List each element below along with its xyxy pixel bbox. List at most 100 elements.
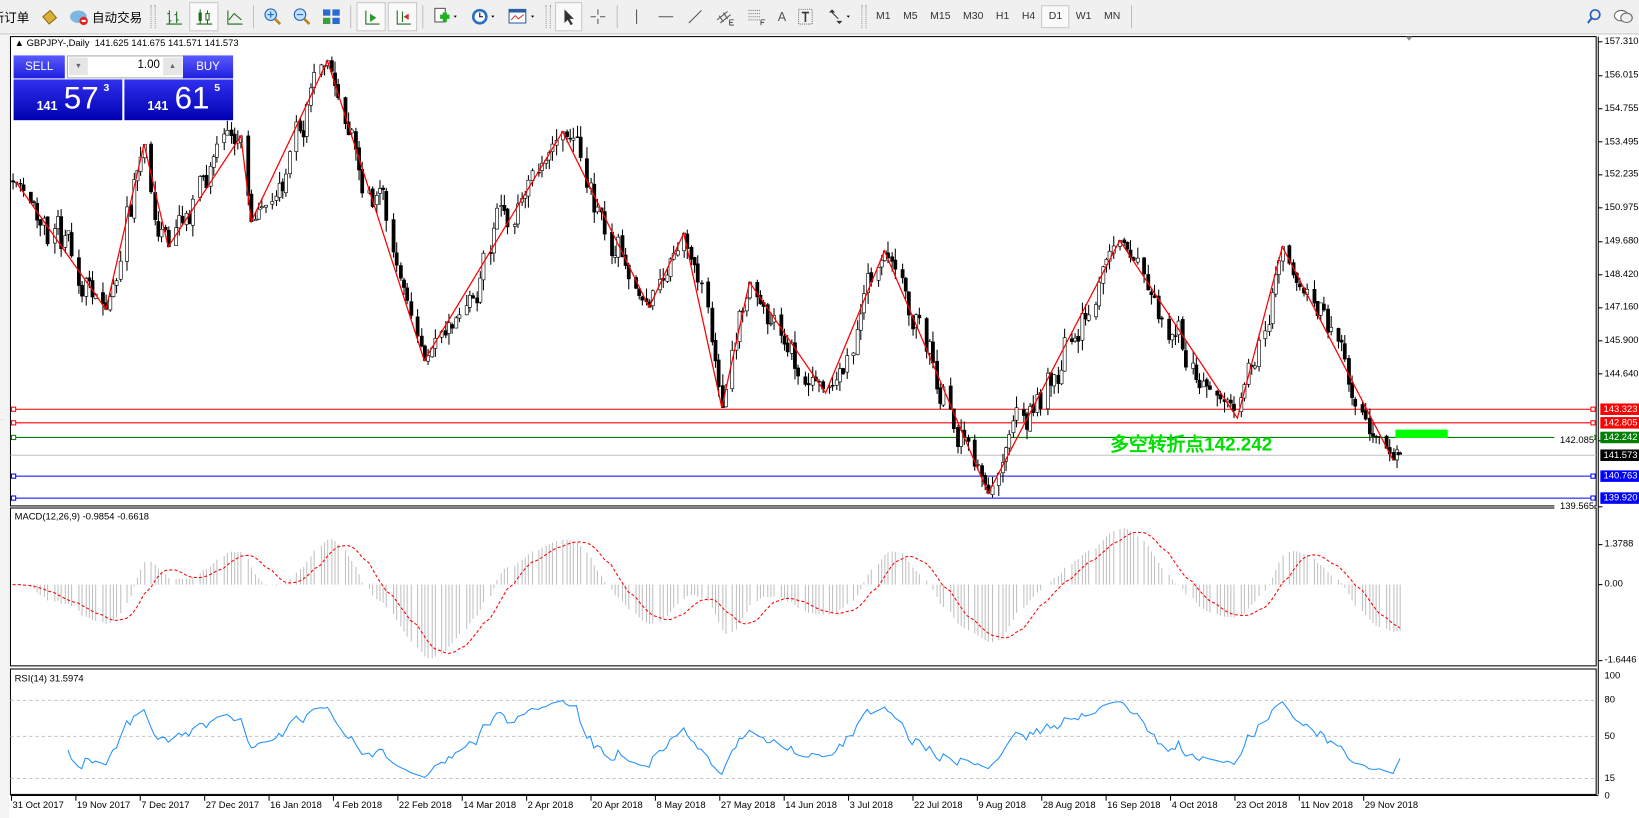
- bar-chart-button[interactable]: [160, 3, 187, 30]
- metaeditor-button[interactable]: [36, 3, 63, 30]
- candlestick-button[interactable]: [189, 2, 219, 32]
- text-button[interactable]: A: [774, 3, 791, 30]
- lot-decrease-button[interactable]: ▼: [68, 57, 88, 76]
- pivot-annotation[interactable]: 多空转折点142.242: [1110, 433, 1273, 455]
- arrows-button[interactable]: [822, 3, 858, 30]
- candle-body: [903, 277, 908, 292]
- price-tick-label: 144.640: [1604, 367, 1639, 379]
- timeframe-w1[interactable]: W1: [1075, 10, 1092, 22]
- buy-price-button[interactable]: 141 61 5: [124, 79, 234, 121]
- candle-body: [298, 120, 303, 132]
- sell-button[interactable]: SELL: [13, 55, 65, 79]
- candle-body: [114, 280, 119, 286]
- candle-body: [1004, 447, 1008, 462]
- toolbar-grip[interactable]: [861, 5, 867, 29]
- line-chart-button[interactable]: [221, 3, 248, 30]
- timeframe-d1[interactable]: D1: [1041, 5, 1070, 29]
- level-price-label: 139.920: [1600, 491, 1639, 504]
- chart-shift-button[interactable]: [387, 2, 418, 32]
- fibonacci-button[interactable]: [742, 3, 771, 30]
- timeframe-m1[interactable]: M1: [876, 10, 891, 22]
- timeframe-m15[interactable]: M15: [930, 10, 951, 22]
- candle-body: [1021, 409, 1026, 416]
- candle-body: [301, 130, 306, 138]
- crosshair-button[interactable]: [584, 3, 611, 30]
- toolbar-grip[interactable]: [545, 5, 551, 29]
- price-tick-label: 149.680: [1604, 235, 1639, 246]
- timeframe-m30[interactable]: M30: [963, 10, 984, 22]
- timeframe-h1[interactable]: H1: [995, 10, 1010, 22]
- zoom-in-button[interactable]: [259, 3, 286, 30]
- candle-body: [1281, 246, 1285, 262]
- macd-tick-label: -1.6446: [1604, 654, 1637, 665]
- trendline-button[interactable]: [682, 3, 709, 30]
- templates-button[interactable]: [504, 3, 542, 30]
- level-handle: [10, 420, 17, 426]
- auto-scroll-button[interactable]: [356, 2, 386, 32]
- lot-size-input[interactable]: 1.00: [137, 58, 160, 72]
- candle-body: [1263, 330, 1268, 339]
- candle-body: [118, 260, 123, 280]
- level-handle: [10, 406, 17, 412]
- lot-increase-button[interactable]: ▲: [163, 57, 182, 76]
- level-handle: [10, 473, 17, 479]
- sell-price-button[interactable]: 141 57 3: [13, 79, 123, 121]
- time-tick-label: 16 Jan 2018: [270, 799, 322, 811]
- time-tick-label: 7 Dec 2017: [141, 799, 190, 811]
- toolbar-grip[interactable]: [150, 5, 156, 29]
- timeframe-h4[interactable]: H4: [1021, 10, 1036, 22]
- cursor-button[interactable]: [555, 2, 583, 32]
- zoom-out-button[interactable]: [289, 3, 316, 30]
- candle-body: [956, 427, 960, 447]
- time-tick-label: 16 Sep 2018: [1107, 799, 1161, 811]
- price-tick-label: 156.015: [1604, 69, 1639, 80]
- tile-windows-button[interactable]: [318, 3, 345, 30]
- vertical-line-button[interactable]: [623, 3, 650, 30]
- candle-body: [879, 259, 884, 268]
- candle-body: [1135, 257, 1140, 263]
- timeframe-m5[interactable]: M5: [903, 10, 918, 22]
- candle-body: [1218, 394, 1223, 400]
- candle-body: [675, 250, 680, 256]
- search-button[interactable]: [1582, 3, 1607, 30]
- equidistant-channel-button[interactable]: [711, 3, 740, 30]
- candle-body: [613, 255, 618, 258]
- candle-body: [475, 297, 480, 304]
- periods-button[interactable]: [466, 3, 502, 30]
- candle-body: [1080, 313, 1085, 341]
- candle-body: [1208, 385, 1212, 390]
- candle-body: [426, 355, 430, 362]
- candle-body: [198, 176, 203, 198]
- candle-body: [1149, 291, 1154, 296]
- triangle-icon: ▲: [14, 37, 24, 49]
- rsi-tick-label: 80: [1604, 694, 1616, 705]
- sell-price-fraction: 3: [103, 82, 110, 95]
- price-tick-label: 139.565: [1554, 500, 1595, 513]
- candle-body: [665, 274, 670, 282]
- candle-body: [1350, 382, 1354, 398]
- indicators-button[interactable]: [429, 3, 465, 30]
- candle-body: [256, 208, 261, 220]
- candle-body: [1097, 281, 1102, 307]
- chat-button[interactable]: [1609, 3, 1638, 30]
- timeframe-mn[interactable]: MN: [1104, 10, 1121, 22]
- trendline-icon: [688, 10, 702, 24]
- candle-body: [769, 322, 773, 325]
- buy-button[interactable]: BUY: [182, 55, 234, 79]
- candle-body: [264, 204, 268, 208]
- candle-body: [419, 335, 424, 347]
- new-order-button[interactable]: 新订单: [0, 3, 33, 30]
- candle-body: [1170, 334, 1175, 341]
- candle-body: [277, 182, 282, 198]
- lot-size-stepper[interactable]: ▼ 1.00 ▲: [66, 55, 184, 79]
- text-label-button[interactable]: [792, 3, 819, 30]
- candle-body: [288, 151, 292, 175]
- candle-body: [1197, 379, 1202, 389]
- candle-body: [1287, 245, 1292, 264]
- time-tick-label: 29 Nov 2018: [1364, 799, 1419, 811]
- auto-trading-button[interactable]: 自动交易: [65, 3, 147, 30]
- horizontal-line-button[interactable]: [652, 3, 679, 30]
- fibonacci-icon: [748, 9, 766, 26]
- macd-signal-line: [12, 531, 1401, 654]
